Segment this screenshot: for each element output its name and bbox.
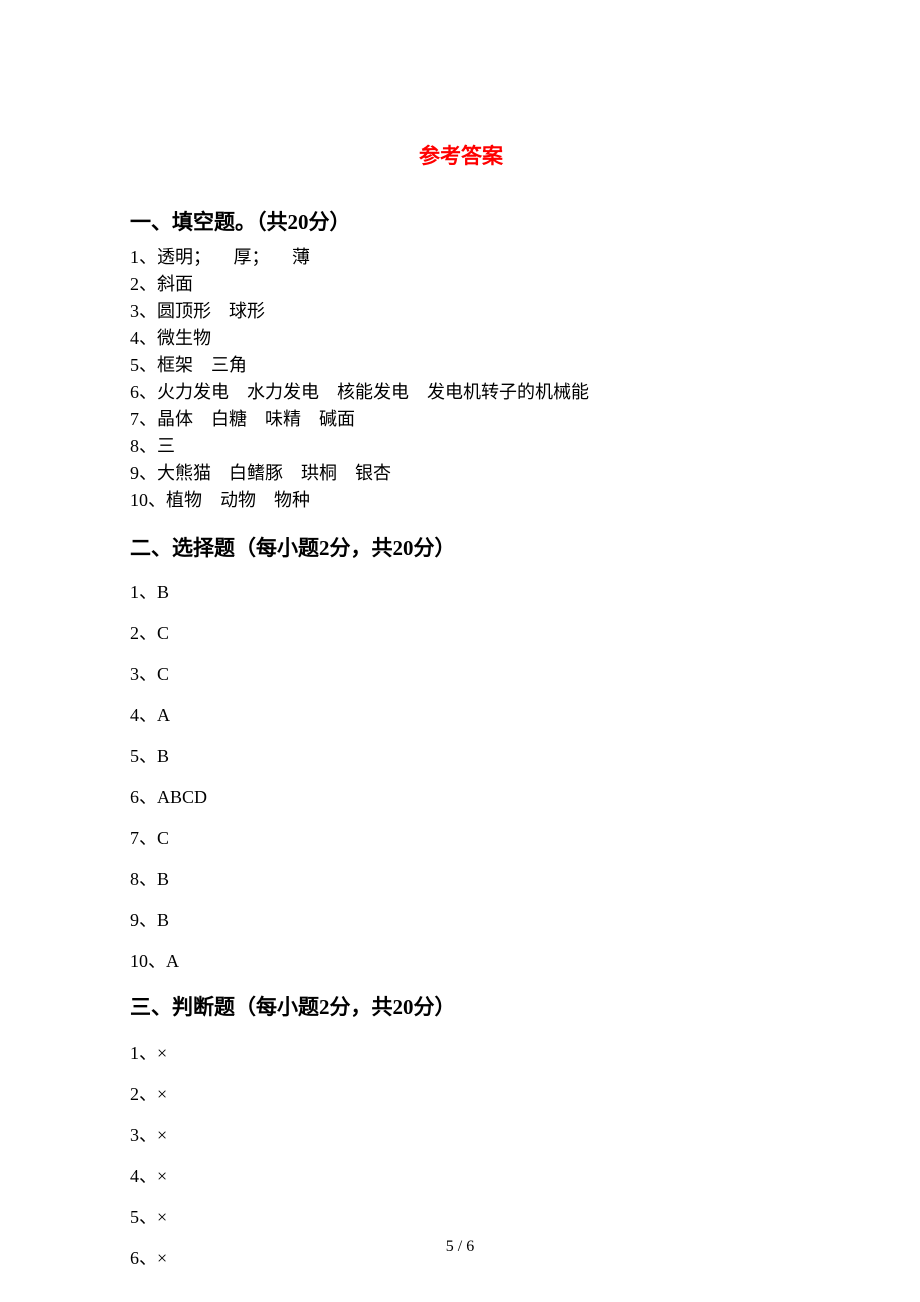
fill-item: 5、框架 三角	[130, 352, 792, 379]
choice-item: 10、A	[130, 947, 792, 973]
fill-item: 8、三	[130, 433, 792, 460]
document-page: 参考答案 一、填空题。（共20分） 1、透明； 厚； 薄 2、斜面 3、圆顶形 …	[0, 0, 920, 1270]
judge-item: 5、×	[130, 1203, 792, 1229]
section-choice-heading: 二、选择题（每小题2分，共20分）	[130, 532, 792, 562]
fill-item: 7、晶体 白糖 味精 碱面	[130, 406, 792, 433]
choice-answer-list: 1、B 2、C 3、C 4、A 5、B 6、ABCD 7、C 8、B 9、B 1…	[130, 578, 792, 973]
fill-item: 6、火力发电 水力发电 核能发电 发电机转子的机械能	[130, 379, 792, 406]
fill-item: 3、圆顶形 球形	[130, 298, 792, 325]
section-judge-heading: 三、判断题（每小题2分，共20分）	[130, 991, 792, 1021]
fill-answer-list: 1、透明； 厚； 薄 2、斜面 3、圆顶形 球形 4、微生物 5、框架 三角 6…	[130, 244, 792, 514]
judge-item: 1、×	[130, 1039, 792, 1065]
choice-item: 7、C	[130, 824, 792, 850]
section-fill-heading: 一、填空题。（共20分）	[130, 206, 792, 236]
judge-item: 3、×	[130, 1121, 792, 1147]
choice-item: 2、C	[130, 619, 792, 645]
choice-item: 9、B	[130, 906, 792, 932]
judge-answer-list: 1、× 2、× 3、× 4、× 5、× 6、×	[130, 1039, 792, 1270]
fill-item: 10、植物 动物 物种	[130, 487, 792, 514]
choice-item: 4、A	[130, 701, 792, 727]
choice-item: 5、B	[130, 742, 792, 768]
judge-item: 4、×	[130, 1162, 792, 1188]
answer-key-title: 参考答案	[130, 140, 792, 170]
page-number: 5 / 6	[0, 1238, 920, 1256]
fill-item: 2、斜面	[130, 271, 792, 298]
choice-item: 6、ABCD	[130, 783, 792, 809]
choice-item: 8、B	[130, 865, 792, 891]
judge-item: 2、×	[130, 1080, 792, 1106]
fill-item: 9、大熊猫 白鳍豚 珙桐 银杏	[130, 460, 792, 487]
choice-item: 3、C	[130, 660, 792, 686]
fill-item: 1、透明； 厚； 薄	[130, 244, 792, 271]
fill-item: 4、微生物	[130, 325, 792, 352]
choice-item: 1、B	[130, 578, 792, 604]
